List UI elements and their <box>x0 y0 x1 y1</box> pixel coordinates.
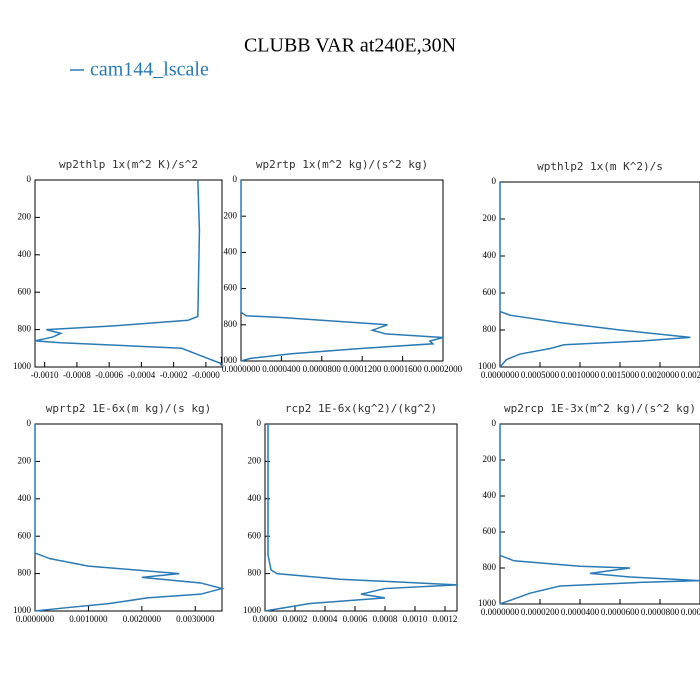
chart-title: CLUBB VAR at240E,30N <box>244 35 456 57</box>
y-tick-label: 600 <box>483 526 497 536</box>
x-tick-label: -0.0006 <box>95 370 123 380</box>
y-tick-label: 600 <box>483 287 497 297</box>
panel-title: rcp2 1E-6x(kg^2)/(kg^2) <box>285 402 437 415</box>
x-tick-label: -0.0010 <box>31 370 59 380</box>
plot-frame <box>34 179 223 368</box>
x-tick-label: 0.0008 <box>373 614 398 624</box>
x-tick-label: 0.0000000 <box>16 614 55 624</box>
y-tick-label: 600 <box>18 286 32 296</box>
y-tick-label: 800 <box>483 562 497 572</box>
y-tick-label: 400 <box>224 246 238 256</box>
y-tick-label: 200 <box>18 211 32 221</box>
y-tick-label: 200 <box>248 455 262 465</box>
x-tick-label: 0.0010 <box>403 614 428 624</box>
x-tick-label: -0.0002 <box>160 370 188 380</box>
legend-label: cam144_lscale <box>90 59 209 81</box>
y-tick-label: 0 <box>27 174 32 184</box>
x-tick-label: 0.0000200 <box>521 607 560 617</box>
x-tick-label: 0.0000800 <box>303 364 342 374</box>
y-tick-label: 1000 <box>13 605 32 615</box>
x-tick-label: -0.0004 <box>128 370 156 380</box>
profile-line <box>264 424 458 612</box>
panel-title: wpthlp2 1x(m K^2)/s <box>537 160 663 173</box>
y-tick-label: 200 <box>224 210 238 220</box>
panel-title: wprtp2 1E-6x(m kg)/(s kg) <box>46 402 212 415</box>
y-tick-label: 0 <box>27 418 32 428</box>
y-tick-label: 400 <box>483 490 497 500</box>
x-tick-label: 0.0006 <box>343 614 368 624</box>
x-tick-label: -0.0008 <box>63 370 91 380</box>
x-tick-label: 0.0015000 <box>601 370 640 380</box>
y-tick-label: 800 <box>18 568 32 578</box>
y-tick-label: 800 <box>248 568 262 578</box>
y-tick-label: 0 <box>492 418 497 428</box>
x-tick-label: 0.0030000 <box>176 614 215 624</box>
y-tick-label: 0 <box>257 418 262 428</box>
y-tick-label: 200 <box>483 454 497 464</box>
x-tick-label: 0.0000600 <box>601 607 640 617</box>
x-tick-label: 0.0010000 <box>69 614 108 624</box>
profile-line <box>240 180 444 362</box>
y-tick-label: 1000 <box>478 361 497 371</box>
y-tick-label: 1000 <box>13 361 32 371</box>
x-tick-label: 0.0002 <box>283 614 308 624</box>
x-tick-label: 0.0001200 <box>343 364 382 374</box>
panel-title: wp2thlp 1x(m^2 K)/s^2 <box>59 158 198 171</box>
y-tick-label: 400 <box>483 250 497 260</box>
y-tick-label: 1000 <box>219 355 238 365</box>
x-tick-label: 0.0000400 <box>262 364 301 374</box>
plot-frame <box>499 423 700 605</box>
panel-title: wp2rtp 1x(m^2 kg)/(s^2 kg) <box>256 158 428 171</box>
x-tick-label: 0.0000400 <box>561 607 600 617</box>
y-tick-label: 600 <box>18 530 32 540</box>
profile-line <box>34 179 223 368</box>
x-tick-label: 0.0000000 <box>481 607 520 617</box>
profile-line <box>499 182 691 368</box>
y-tick-label: 600 <box>248 530 262 540</box>
plot-frame <box>264 423 458 612</box>
x-tick-label: 0.0001000 <box>681 607 700 617</box>
x-tick-label: 0.0025000 <box>681 370 700 380</box>
x-tick-label: 0.0005000 <box>521 370 560 380</box>
x-tick-label: 0.0000000 <box>481 370 520 380</box>
y-tick-label: 800 <box>224 319 238 329</box>
y-tick-label: 200 <box>18 455 32 465</box>
y-tick-label: 400 <box>18 249 32 259</box>
panel-title: wp2rcp 1E-3x(m^2 kg)/(s^2 kg) <box>504 402 696 415</box>
x-tick-label: 0.0020000 <box>123 614 162 624</box>
x-tick-label: 0.0000800 <box>641 607 680 617</box>
x-tick-label: 0.0004 <box>313 614 338 624</box>
x-tick-label: 0.0020000 <box>641 370 680 380</box>
plot-frame <box>240 179 444 362</box>
x-tick-label: 0.0000000 <box>222 364 261 374</box>
x-tick-label: -0.0000 <box>192 370 220 380</box>
x-tick-label: 0.0001600 <box>383 364 422 374</box>
x-tick-label: 0.0010000 <box>561 370 600 380</box>
y-tick-label: 400 <box>18 493 32 503</box>
x-tick-label: 0.0002000 <box>424 364 463 374</box>
y-tick-label: 1000 <box>478 598 497 608</box>
y-tick-label: 400 <box>248 493 262 503</box>
x-tick-label: 0.0000 <box>253 614 278 624</box>
y-tick-label: 0 <box>492 176 497 186</box>
profile-line <box>34 424 225 612</box>
y-tick-label: 600 <box>224 283 238 293</box>
y-tick-label: 800 <box>483 324 497 334</box>
y-tick-label: 1000 <box>243 605 262 615</box>
x-tick-label: 0.0012 <box>433 614 458 624</box>
profile-line <box>499 424 700 605</box>
y-tick-label: 200 <box>483 213 497 223</box>
y-tick-label: 800 <box>18 324 32 334</box>
y-tick-label: 0 <box>233 174 238 184</box>
